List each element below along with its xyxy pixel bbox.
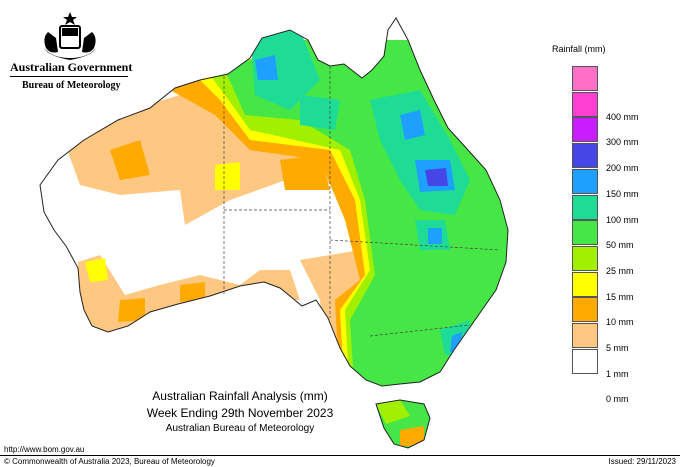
footer-divider — [0, 455, 680, 456]
legend-swatch — [572, 323, 598, 348]
coat-of-arms-logo — [44, 12, 96, 60]
legend-label: 50 mm — [606, 240, 634, 251]
map-title: Australian Rainfall Analysis (mm) — [152, 389, 328, 403]
map-period: Week Ending 29th November 2023 — [146, 406, 334, 420]
map-source: Australian Bureau of Meteorology — [165, 423, 315, 434]
legend-label: 1 mm — [606, 368, 629, 379]
copyright-text: © Commonwealth of Australia 2023, Bureau… — [4, 457, 215, 466]
legend-swatch — [572, 66, 598, 91]
legend-swatch — [572, 297, 598, 323]
legend-swatch — [572, 348, 598, 374]
legend-label: 150 mm — [606, 188, 639, 199]
legend-label: 300 mm — [606, 137, 639, 148]
government-title: Australian Government — [10, 60, 133, 74]
legend-swatch — [572, 194, 598, 220]
legend-swatch — [572, 117, 598, 143]
legend-label: 25 mm — [606, 265, 634, 276]
bom-url-link[interactable]: http://www.bom.gov.au — [4, 445, 85, 454]
legend-swatch — [572, 143, 598, 169]
legend-swatch — [572, 271, 598, 297]
legend-title: Rainfall (mm) — [552, 44, 606, 54]
legend-label: 0 mm — [606, 394, 629, 405]
legend-label: 15 mm — [606, 291, 634, 302]
legend-swatch — [572, 220, 598, 246]
legend-label: 5 mm — [606, 343, 629, 353]
legend-label: 100 mm — [606, 214, 639, 225]
legend-label: 10 mm — [606, 317, 634, 328]
issued-date: Issued: 29/11/2023 — [608, 457, 676, 466]
agency-title: Bureau of Meteorology — [22, 80, 121, 91]
legend-swatch — [572, 91, 598, 117]
legend-swatch — [572, 245, 598, 271]
legend-label: 400 mm — [606, 111, 639, 122]
legend-swatch — [572, 168, 598, 194]
header-divider — [10, 76, 128, 77]
legend-label: 200 mm — [606, 163, 639, 174]
